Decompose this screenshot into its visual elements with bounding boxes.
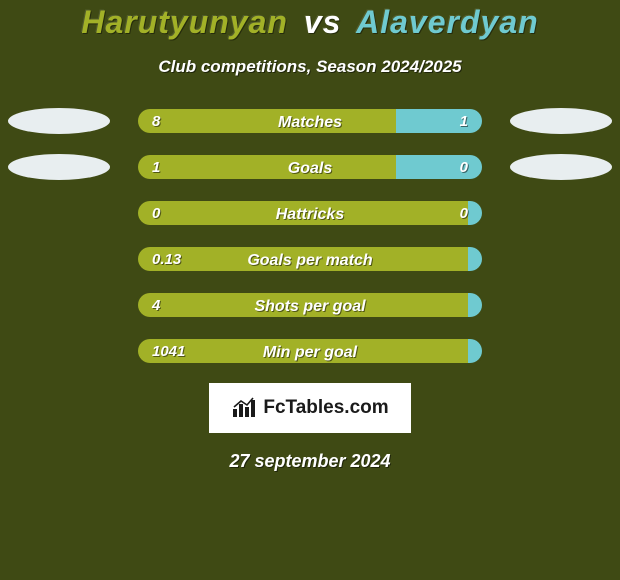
comparison-infographic: Harutyunyan vs Alaverdyan Club competiti… xyxy=(0,0,620,580)
vs-text: vs xyxy=(304,4,342,40)
stat-bar: 00Hattricks xyxy=(136,199,484,227)
stat-bar-left: 1041 xyxy=(138,339,468,363)
stat-bar-left: 4 xyxy=(138,293,468,317)
stat-row: 1041Min per goal xyxy=(0,337,620,365)
stat-bar-right: 1 xyxy=(396,109,482,133)
stat-bar: 4Shots per goal xyxy=(136,291,484,319)
player1-avatar xyxy=(8,108,110,134)
stat-row: 00Hattricks xyxy=(0,199,620,227)
player2-name: Alaverdyan xyxy=(356,4,539,40)
player1-name: Harutyunyan xyxy=(81,4,288,40)
stat-left-value: 1041 xyxy=(152,343,185,360)
stat-bar: 81Matches xyxy=(136,107,484,135)
stat-left-value: 8 xyxy=(152,113,160,130)
logo-text: FcTables.com xyxy=(263,397,388,419)
stat-row: 81Matches xyxy=(0,107,620,135)
stat-bar-left: 1 xyxy=(138,155,396,179)
stat-row: 10Goals xyxy=(0,153,620,181)
stat-bar: 1041Min per goal xyxy=(136,337,484,365)
stat-bar-left: 8 xyxy=(138,109,396,133)
stat-row: 4Shots per goal xyxy=(0,291,620,319)
stat-left-value: 4 xyxy=(152,297,160,314)
stat-bar: 0.13Goals per match xyxy=(136,245,484,273)
stat-right-value: 1 xyxy=(460,113,468,130)
page-title: Harutyunyan vs Alaverdyan xyxy=(0,4,620,41)
player2-avatar xyxy=(510,108,612,134)
stats-rows: 81Matches10Goals00Hattricks0.13Goals per… xyxy=(0,107,620,365)
date-text: 27 september 2024 xyxy=(0,451,620,472)
stat-left-value: 0.13 xyxy=(152,251,181,268)
stat-right-value: 0 xyxy=(460,205,468,222)
stat-bar: 10Goals xyxy=(136,153,484,181)
stat-bar-right xyxy=(468,339,482,363)
player2-avatar xyxy=(510,154,612,180)
stat-bar-left: 0.13 xyxy=(138,247,468,271)
chart-bars-icon xyxy=(231,397,257,419)
stat-bar-left: 0 xyxy=(138,201,468,225)
stat-left-value: 0 xyxy=(152,205,160,222)
stat-bar-right xyxy=(468,247,482,271)
stat-left-value: 1 xyxy=(152,159,160,176)
stat-bar-right: 0 xyxy=(468,201,482,225)
stat-bar-right: 0 xyxy=(396,155,482,179)
stat-bar-right xyxy=(468,293,482,317)
player1-avatar xyxy=(8,154,110,180)
subtitle: Club competitions, Season 2024/2025 xyxy=(0,57,620,77)
logo-box: FcTables.com xyxy=(209,383,411,433)
stat-row: 0.13Goals per match xyxy=(0,245,620,273)
stat-right-value: 0 xyxy=(460,159,468,176)
